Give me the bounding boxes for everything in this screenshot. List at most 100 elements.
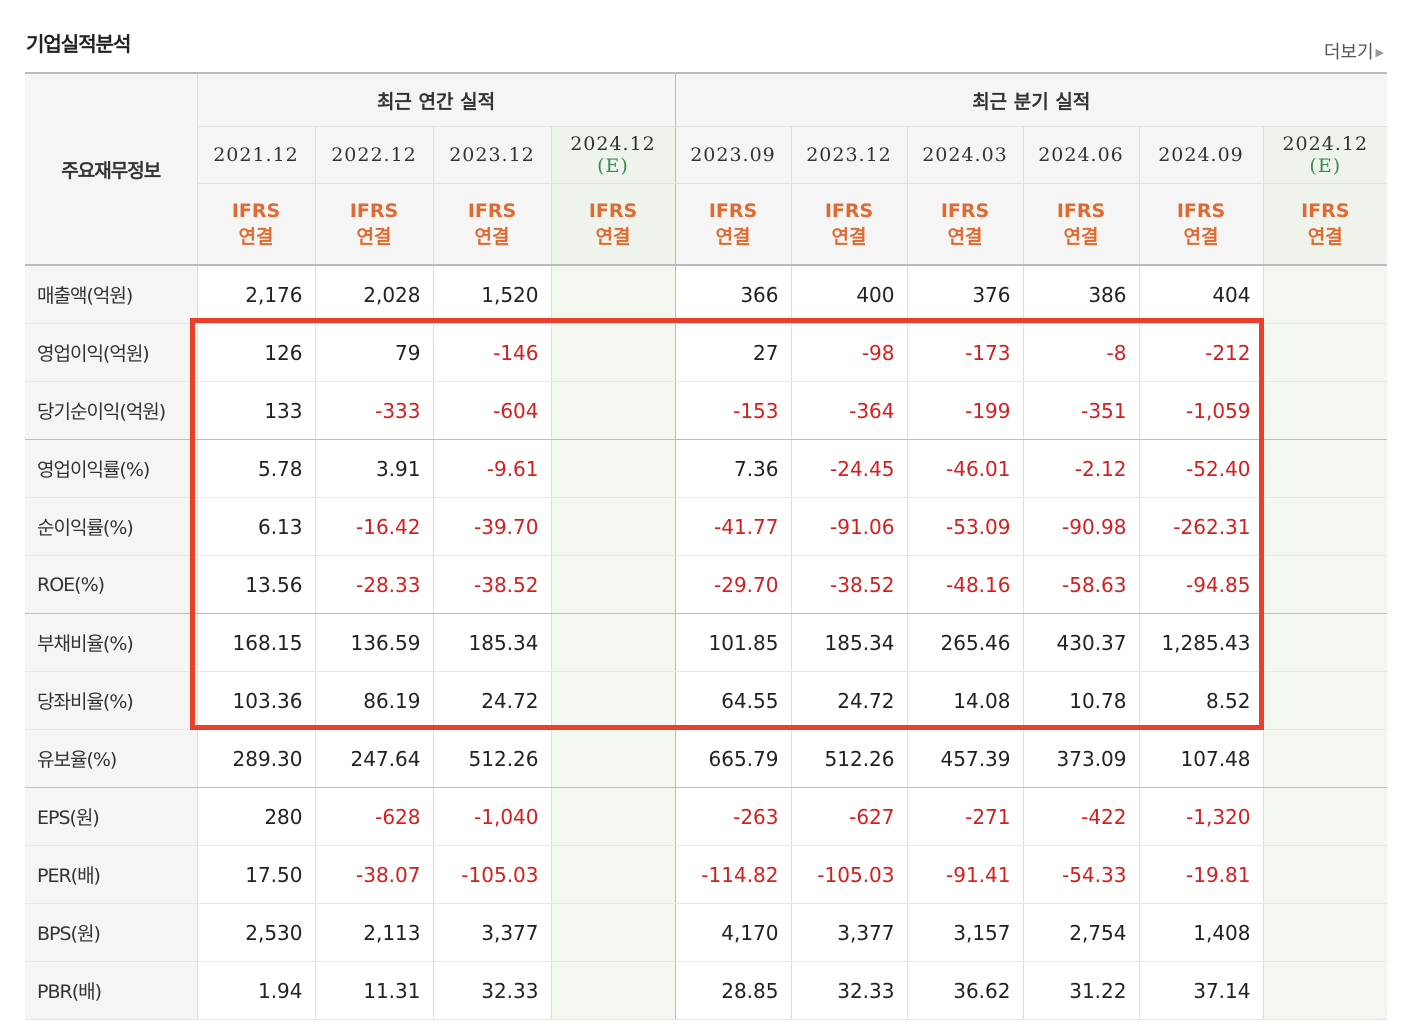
cell-quarter: -2.12 <box>1022 439 1139 498</box>
cell-quarter: -19.81 <box>1138 845 1263 904</box>
cell-quarter: 404 <box>1138 265 1263 324</box>
cell-quarter: 457.39 <box>906 729 1023 788</box>
cell-annual <box>550 787 675 846</box>
period-header-annual-3: 2024.12 (E) <box>550 126 675 184</box>
cell-annual: 13.56 <box>196 555 315 614</box>
cell-quarter <box>1262 555 1388 614</box>
cell-quarter: -1,059 <box>1138 381 1263 440</box>
ifrs-header: IFRS 연결 <box>196 183 315 266</box>
cell-annual: 1,520 <box>432 265 551 324</box>
ifrs-label: IFRS <box>1301 200 1350 222</box>
cell-annual: 289.30 <box>196 729 315 788</box>
cell-quarter: 37.14 <box>1138 961 1263 1020</box>
cell-annual <box>550 381 675 440</box>
estimate-mark: (E) <box>597 155 629 177</box>
cell-annual: -604 <box>432 381 551 440</box>
cell-quarter <box>1262 729 1388 788</box>
period-date: 2023.12 <box>449 144 535 166</box>
cell-annual: -38.52 <box>432 555 551 614</box>
cell-quarter: -212 <box>1138 323 1263 382</box>
estimate-mark: (E) <box>1309 155 1342 177</box>
consolidated-label: 연결 <box>474 226 510 248</box>
cell-quarter: -364 <box>790 381 907 440</box>
cell-annual: 5.78 <box>196 439 315 498</box>
cell-quarter: 3,157 <box>906 903 1023 962</box>
ifrs-header: IFRS 연결 <box>550 183 675 266</box>
row-label: 매출액(억원) <box>25 265 197 324</box>
table-row: BPS(원) 2,530 2,113 3,377 4,170 3,377 3,157 2,75… <box>25 903 1388 962</box>
cell-annual <box>550 439 675 498</box>
cell-quarter: -262.31 <box>1138 497 1263 556</box>
cell-quarter <box>1262 323 1388 382</box>
cell-quarter: 366 <box>674 265 791 324</box>
table-row: 영업이익률(%) 5.78 3.91 -9.61 7.36 -24.45 -46.01 -2.… <box>25 439 1388 498</box>
cell-quarter: -8 <box>1022 323 1139 382</box>
row-label: 유보율(%) <box>25 729 197 788</box>
cell-quarter: 101.85 <box>674 613 791 672</box>
cell-quarter: 8.52 <box>1138 671 1263 730</box>
cell-annual: 2,530 <box>196 903 315 962</box>
consolidated-label: 연결 <box>947 226 983 248</box>
cell-annual: 17.50 <box>196 845 315 904</box>
row-label: 당기순이익(억원) <box>25 381 197 440</box>
cell-quarter: 32.33 <box>790 961 907 1020</box>
period-header-quarter-2: 2024.03 <box>906 126 1023 184</box>
cell-quarter <box>1262 787 1388 846</box>
cell-quarter: 665.79 <box>674 729 791 788</box>
ifrs-header: IFRS 연결 <box>906 183 1023 266</box>
cell-quarter: -263 <box>674 787 791 846</box>
cell-annual: 2,113 <box>314 903 433 962</box>
cell-annual: 86.19 <box>314 671 433 730</box>
table-row: 순이익률(%) 6.13 -16.42 -39.70 -41.77 -91.06 -53.0… <box>25 497 1388 556</box>
table-row: 당기순이익(억원) 133 -333 -604 -153 -364 -199 -351 -1,0… <box>25 381 1388 440</box>
cell-quarter <box>1262 671 1388 730</box>
row-label: PBR(배) <box>25 961 197 1020</box>
ifrs-header: IFRS 연결 <box>432 183 551 266</box>
consolidated-label: 연결 <box>1307 226 1343 248</box>
ifrs-label: IFRS <box>467 200 517 222</box>
cell-quarter: 2,754 <box>1022 903 1139 962</box>
cell-quarter: 400 <box>790 265 907 324</box>
table-row: ROE(%) 13.56 -28.33 -38.52 -29.70 -38.52 -48.1… <box>25 555 1388 614</box>
cell-annual: 79 <box>314 323 433 382</box>
cell-quarter: -351 <box>1022 381 1139 440</box>
consolidated-label: 연결 <box>595 226 631 248</box>
cell-annual <box>550 903 675 962</box>
table-row: 매출액(억원) 2,176 2,028 1,520 366 400 376 386 404 <box>25 265 1388 324</box>
ifrs-header: IFRS 연결 <box>1022 183 1139 266</box>
ifrs-label: IFRS <box>708 200 758 222</box>
more-link-label: 더보기 <box>1323 42 1374 63</box>
consolidated-label: 연결 <box>1183 226 1219 248</box>
row-label: 당좌비율(%) <box>25 671 197 730</box>
consolidated-label: 연결 <box>715 226 751 248</box>
cell-quarter <box>1262 613 1388 672</box>
period-header-annual-2: 2023.12 <box>432 126 551 184</box>
period-date: 2021.12 <box>213 144 299 166</box>
cell-quarter: 430.37 <box>1022 613 1139 672</box>
cell-quarter <box>1262 265 1388 324</box>
cell-annual <box>550 671 675 730</box>
cell-quarter <box>1262 961 1388 1020</box>
cell-quarter: -94.85 <box>1138 555 1263 614</box>
cell-quarter: -91.06 <box>790 497 907 556</box>
section-title: 기업실적분석 <box>26 32 131 56</box>
table-row: PER(배) 17.50 -38.07 -105.03 -114.82 -105.03 -9… <box>25 845 1388 904</box>
cell-quarter: 4,170 <box>674 903 791 962</box>
cell-quarter: 10.78 <box>1022 671 1139 730</box>
more-link[interactable]: 더보기 ▶ <box>1324 38 1384 64</box>
cell-annual <box>550 265 675 324</box>
cell-quarter: -105.03 <box>790 845 907 904</box>
cell-quarter <box>1262 497 1388 556</box>
cell-annual: -628 <box>314 787 433 846</box>
cell-quarter: -54.33 <box>1022 845 1139 904</box>
cell-annual: 6.13 <box>196 497 315 556</box>
period-header-annual-0: 2021.12 <box>196 126 315 184</box>
row-label: BPS(원) <box>25 903 197 962</box>
chevron-right-icon: ▶ <box>1375 46 1384 59</box>
table-row: 당좌비율(%) 103.36 86.19 24.72 64.55 24.72 14.08 10… <box>25 671 1388 730</box>
cell-quarter: -38.52 <box>790 555 907 614</box>
cell-quarter: 265.46 <box>906 613 1023 672</box>
ifrs-label: IFRS <box>588 200 638 222</box>
cell-quarter <box>1262 845 1388 904</box>
consolidated-label: 연결 <box>356 226 392 248</box>
